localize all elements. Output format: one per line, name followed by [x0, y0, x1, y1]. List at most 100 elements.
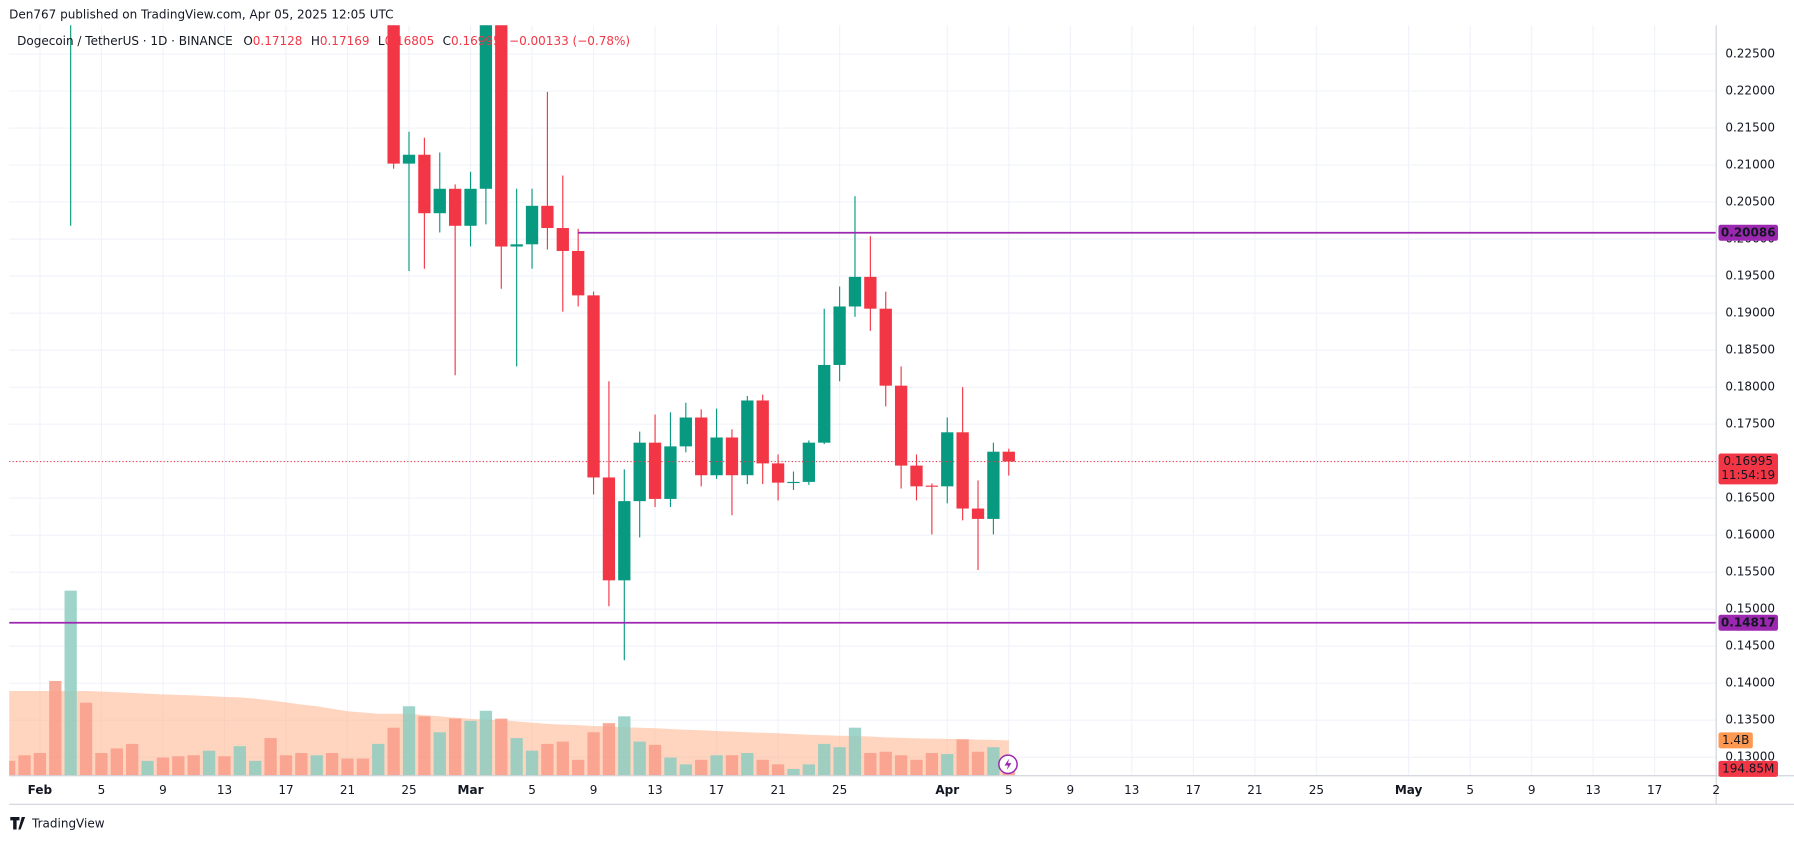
candle-body	[833, 306, 846, 365]
volume-bar	[387, 727, 400, 776]
volume-bar	[218, 756, 231, 776]
volume-bar	[910, 759, 923, 776]
volume-bar	[79, 702, 93, 776]
y-tick-label: 0.19000	[1725, 306, 1775, 320]
x-tick-label: 13	[647, 783, 662, 797]
x-tick-label: 9	[590, 783, 598, 797]
volume-bar	[18, 755, 31, 776]
x-tick-label: 9	[1528, 783, 1536, 797]
candle-body	[956, 432, 969, 509]
candle-body	[618, 501, 631, 581]
y-tick-label: 0.18500	[1725, 343, 1775, 357]
candle-body	[679, 417, 692, 447]
candle-body	[572, 250, 585, 296]
volume-bar	[249, 760, 262, 776]
candle-body	[756, 400, 769, 464]
volume-bar	[679, 764, 692, 776]
candle-body	[602, 477, 616, 581]
volume-bar	[725, 755, 739, 776]
x-tick-label: 13	[217, 783, 232, 797]
candle-body	[433, 188, 446, 214]
volume-bar	[279, 755, 293, 776]
volume-bar	[233, 746, 246, 776]
x-tick-label: Apr	[935, 783, 959, 797]
y-tick-label: 0.13500	[1725, 713, 1775, 727]
legend-letter: H	[311, 34, 320, 48]
y-tick-label: 0.21000	[1725, 158, 1775, 172]
line-label: 0.14817	[1721, 615, 1776, 629]
footer-text: TradingView	[31, 816, 105, 830]
volume-bar	[848, 727, 862, 776]
y-tick-label: 0.13000	[1725, 750, 1775, 764]
volume-bar	[987, 747, 1000, 776]
y-tick-label: 0.14500	[1725, 639, 1775, 653]
x-tick-label: 21	[340, 783, 355, 797]
grid	[9, 25, 1717, 776]
volume-bar	[495, 718, 508, 776]
y-tick-label: 0.16000	[1725, 528, 1775, 542]
logo-mark	[10, 816, 26, 830]
x-tick-label: 25	[832, 783, 847, 797]
candle-body	[771, 463, 785, 483]
candle-body	[1002, 451, 1015, 462]
volume-bar	[572, 759, 585, 776]
alert-icon-bolt	[1004, 758, 1012, 771]
volume-bar	[695, 759, 708, 776]
volume-bar	[141, 760, 154, 776]
volume-bar	[187, 755, 200, 776]
volume-last-label: 194.85M	[1722, 761, 1774, 775]
legend-low: 0.16805	[385, 34, 435, 48]
volume-bar	[879, 751, 892, 776]
countdown-label: 11:54:19	[1721, 468, 1775, 482]
volume-bar	[956, 739, 969, 776]
x-tick-label: 17	[1647, 783, 1662, 797]
x-tick-label: 21	[1247, 783, 1262, 797]
volume-bar	[756, 759, 769, 776]
candle-body	[479, 25, 493, 189]
volume-bar	[587, 732, 600, 776]
volume-bar	[433, 732, 446, 776]
x-tick-label: 13	[1124, 783, 1139, 797]
volume-bar	[356, 758, 370, 776]
candle-body	[941, 432, 954, 487]
x-tick-label: 17	[1186, 783, 1201, 797]
volume-bar	[9, 760, 16, 776]
y-tick-label: 0.19500	[1725, 269, 1775, 283]
volume-bar	[448, 718, 462, 776]
line-label-bg	[1718, 614, 1778, 631]
candle-body	[633, 442, 646, 502]
volume-bar	[156, 757, 170, 776]
volume-bar	[971, 751, 985, 776]
x-tick-label: 5	[98, 783, 106, 797]
line-label-bg	[1718, 224, 1778, 241]
candle-body	[402, 154, 416, 164]
volume-bar	[264, 738, 277, 776]
volume-bar	[295, 752, 308, 776]
last-price-label: 0.16995	[1723, 454, 1773, 468]
volume-bar	[110, 748, 123, 776]
tradingview-logo: TradingView	[10, 816, 105, 830]
y-tick-label: 0.15000	[1725, 602, 1775, 616]
published-by: Den767 published on TradingView.com, Apr…	[9, 7, 393, 21]
volume-bar	[341, 758, 354, 776]
candle-body	[787, 481, 800, 484]
candle-body	[695, 417, 708, 476]
candle-body	[802, 442, 816, 482]
volume-bar	[556, 741, 569, 776]
candle-body	[987, 451, 1000, 519]
x-tick-label: Mar	[458, 783, 484, 797]
volume-pane	[9, 590, 1015, 776]
y-tick-label: 0.20500	[1725, 195, 1775, 209]
candle-body	[971, 508, 985, 519]
legend-letter: O	[243, 34, 252, 48]
legend-letter: C	[443, 34, 451, 48]
volume-bar	[864, 752, 877, 776]
candle-body	[925, 485, 939, 487]
x-tick-label: 13	[1586, 783, 1601, 797]
volume-bar	[126, 743, 139, 776]
candle-body	[864, 276, 877, 309]
x-tick-label: 5	[1466, 783, 1474, 797]
volume-bar	[618, 716, 631, 776]
